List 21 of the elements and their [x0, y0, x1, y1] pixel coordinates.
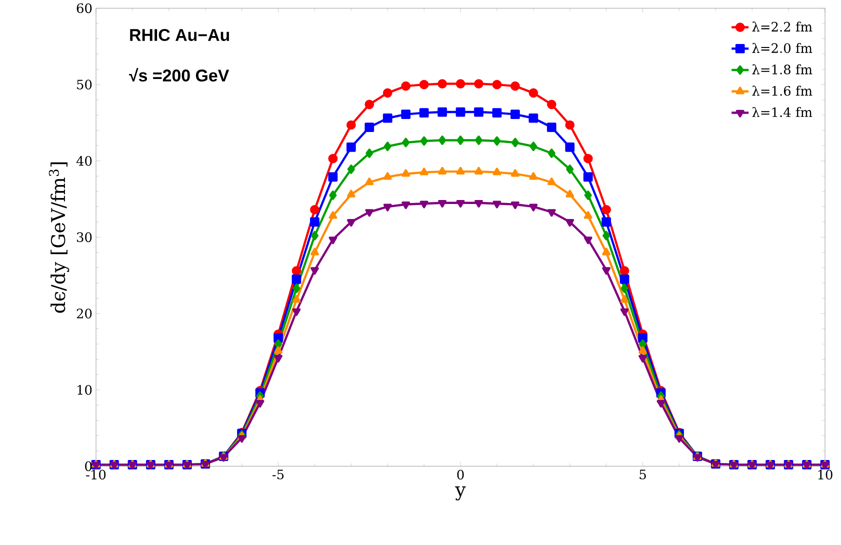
y-tick-label: 40 [76, 156, 92, 166]
legend-label: λ=2.0 fm [752, 42, 812, 53]
annotation: RHIC Au−Au [130, 28, 230, 41]
y-tick-label: 20 [76, 308, 92, 318]
x-tick-label: 0 [457, 470, 464, 480]
x-axis-title: y [455, 486, 466, 500]
legend-label: λ=2.2 fm [752, 21, 812, 32]
y-axis-title: dϵ/dy [GeV/fm$^{3}$] [48, 162, 70, 313]
x-tick-label: 10 [818, 470, 832, 480]
y-tick-label: 10 [78, 384, 92, 395]
x-tick-label: -5 [272, 470, 284, 480]
x-tick-label: -10 [86, 470, 106, 480]
y-tick-label: 60 [76, 3, 92, 14]
y-tick-label: 50 [77, 80, 92, 90]
y-tick-label: 0 [85, 461, 92, 472]
legend-label: λ=1.8 fm [752, 64, 812, 74]
annotation: √s =200 GeV [129, 68, 230, 82]
x-tick-label: 5 [640, 470, 646, 480]
legend-label: λ=1.4 fm [752, 106, 812, 118]
y-tick-label: 30 [76, 232, 92, 242]
legend-label: λ=1.6 fm [752, 86, 812, 96]
